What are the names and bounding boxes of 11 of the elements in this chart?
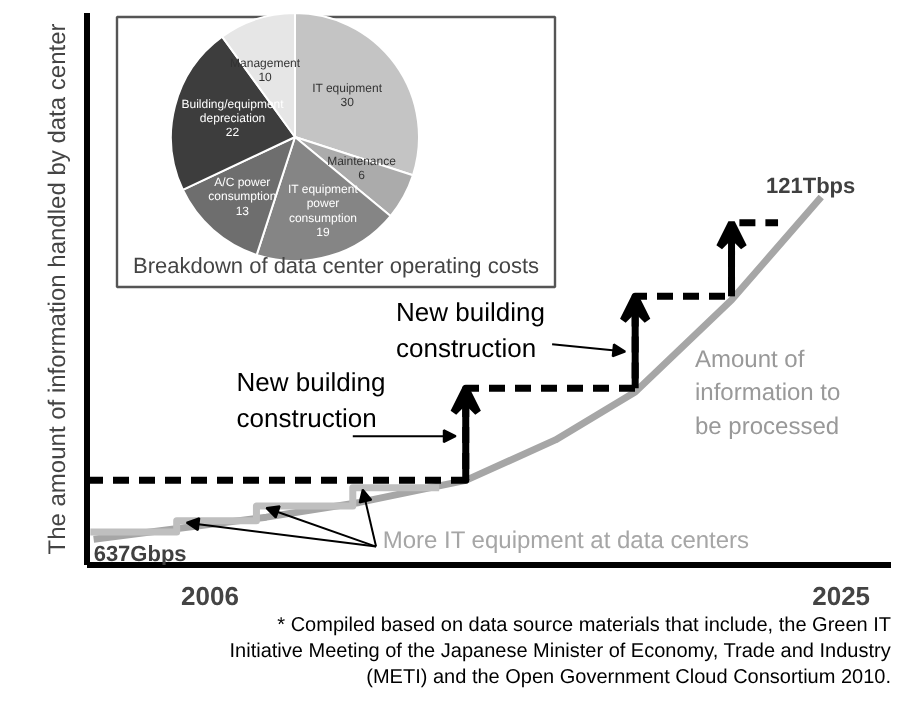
text: * Compiled based on data source materials that include, the Green IT Initiative Meeting of the Japanese Minister of Economy, Trade and Industry (METI) and the Open Government Cloud Consortium 2010. [229, 615, 892, 689]
y-axis-title: The amount of information handled by data center [43, 23, 71, 555]
annotation: New building construction [395, 296, 545, 363]
annotation: New building construction [236, 366, 386, 433]
annotation: More IT equipment at data centers [382, 525, 750, 554]
annotation: 637Gbps [93, 543, 187, 568]
annotation: 121Tbps [766, 174, 856, 199]
annotation: Amount of information to be processed [694, 344, 842, 440]
x-tick-label: 2025 [812, 581, 871, 611]
text: Breakdown of data center operating costs [132, 255, 541, 279]
x-tick-label: 2006 [181, 581, 239, 611]
